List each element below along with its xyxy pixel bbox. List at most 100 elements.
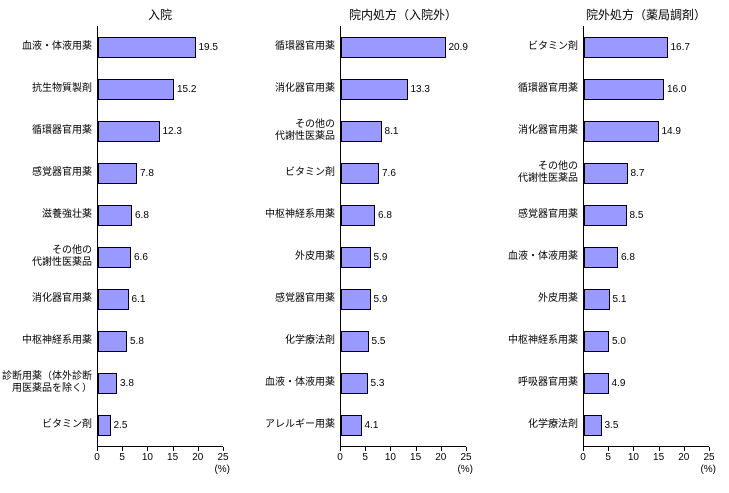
value-label: 16.0	[667, 83, 687, 95]
chart-title: 入院	[147, 8, 172, 22]
bar-cell: 20.9	[340, 26, 468, 68]
bar	[98, 204, 132, 226]
bar	[341, 204, 375, 226]
bar	[341, 372, 368, 394]
bar-row: 血液・体液用薬 5.3	[243, 362, 486, 404]
bar	[584, 36, 668, 58]
value-label: 5.8	[130, 335, 144, 347]
category-label: 感覚器官用薬	[518, 209, 578, 220]
bar	[98, 36, 196, 58]
axis-tick-label: 15	[167, 452, 179, 463]
value-label: 14.9	[661, 125, 681, 137]
value-label: 8.1	[384, 125, 399, 137]
value-label: 2.5	[113, 419, 128, 431]
bar-cell: 13.3	[340, 68, 466, 110]
axis-tick-mark	[172, 447, 174, 451]
bar-row: 血液・体液用薬 6.8	[486, 236, 729, 278]
bar-row: 中枢神経系用薬 5.8	[0, 320, 243, 362]
axis-tick-mark	[122, 447, 124, 451]
bar-row: 抗生物質製剤 15.2	[0, 68, 243, 110]
axis-tick-mark	[633, 447, 635, 451]
bar-cell: 5.8	[97, 320, 223, 362]
axis-tick-label: 20	[435, 452, 447, 463]
bar-cell: 3.8	[97, 362, 223, 404]
bar	[584, 120, 659, 142]
axis-tick-mark	[583, 447, 584, 451]
x-axis: 0 5 10 15 20 25 (%)	[94, 446, 230, 477]
chart-panel-1: 入院 血液・体液用薬 19.5 抗生物質製剤 15.2 循環器官用薬 12.3 感覚器官用薬 7…	[0, 6, 243, 477]
axis-unit-label: (%)	[700, 464, 717, 475]
bar-cell: 7.6	[340, 152, 466, 194]
bar	[98, 372, 117, 394]
axis-tick-mark	[223, 447, 224, 451]
axis-tick-label: 0	[94, 452, 100, 463]
value-label: 5.9	[373, 293, 388, 305]
bar-row: 血液・体液用薬 19.5	[0, 26, 243, 68]
axis-tick-label: 20	[678, 452, 690, 463]
category-label: 循環器官用薬	[518, 83, 578, 94]
bar-row: 消化器官用薬 14.9	[486, 110, 729, 152]
bar	[98, 288, 129, 310]
bar	[584, 78, 664, 100]
bar-cell: 6.8	[340, 194, 466, 236]
bar-row: ビタミン剤 16.7	[486, 26, 729, 68]
bar-row: その他の 代謝性医薬品 6.6	[0, 236, 243, 278]
bar-row: 循環器官用薬 12.3	[0, 110, 243, 152]
axis-tick-mark	[709, 447, 710, 451]
bar-cell: 6.1	[97, 278, 223, 320]
bar-row: その他の 代謝性医薬品 8.7	[486, 152, 729, 194]
bar-cell: 5.5	[340, 320, 466, 362]
bar-cell: 16.0	[583, 68, 709, 110]
category-label: 血液・体液用薬	[265, 377, 335, 388]
axis-tick-label: 5	[119, 452, 125, 463]
category-label: 消化器官用薬	[32, 293, 92, 304]
value-label: 8.7	[630, 167, 645, 179]
axis-unit-label: (%)	[214, 464, 231, 475]
axis-tick-mark	[466, 447, 467, 451]
bar-row: 中枢神経系用薬 6.8	[243, 194, 486, 236]
value-label: 3.8	[120, 377, 134, 389]
category-label: ビタミン剤	[42, 419, 92, 430]
bar-cell: 12.3	[97, 110, 223, 152]
value-label: 5.0	[612, 335, 626, 347]
axis-tick-label: 20	[192, 452, 204, 463]
bar-cell: 16.7	[583, 26, 709, 68]
value-label: 6.8	[621, 251, 635, 263]
bar	[98, 246, 131, 268]
category-label: その他の 代謝性医薬品	[518, 161, 578, 184]
bar-cell: 7.8	[97, 152, 223, 194]
category-label: 化学療法剤	[285, 335, 335, 346]
bar	[98, 330, 127, 352]
x-axis: 0 5 10 15 20 25 (%)	[337, 446, 473, 477]
axis-tick-label: 25	[217, 452, 229, 463]
bar-cell: 3.5	[583, 404, 709, 446]
bar	[341, 36, 446, 58]
bar	[98, 414, 111, 436]
axis-tick-label: 10	[627, 452, 639, 463]
bar-row: 循環器官用薬 16.0	[486, 68, 729, 110]
value-label: 6.8	[378, 209, 392, 221]
value-label: 5.5	[371, 335, 386, 347]
bar	[341, 120, 382, 142]
axis-tick-mark	[683, 447, 685, 451]
axis-tick-mark	[340, 447, 341, 451]
bar	[341, 288, 371, 310]
value-label: 8.5	[629, 209, 644, 221]
axis-tick-label: 5	[362, 452, 368, 463]
bar-row: アレルギー用薬 4.1	[243, 404, 486, 446]
bar	[98, 78, 174, 100]
category-label: その他の 代謝性医薬品	[275, 119, 335, 142]
bar-cell: 5.0	[583, 320, 709, 362]
category-label: 消化器官用薬	[518, 125, 578, 136]
bar-cell: 15.2	[97, 68, 223, 110]
value-label: 5.3	[370, 377, 385, 389]
axis-tick-label: 25	[703, 452, 715, 463]
category-label: 循環器官用薬	[32, 125, 92, 136]
value-label: 4.1	[364, 419, 379, 431]
bar-cell: 4.9	[583, 362, 709, 404]
bar-row: 化学療法剤 5.5	[243, 320, 486, 362]
axis-tick-mark	[608, 447, 610, 451]
axis-unit-label: (%)	[457, 464, 474, 475]
bar-cell: 5.3	[340, 362, 466, 404]
chart-title: 院外処方（薬局調剤）	[585, 8, 706, 22]
